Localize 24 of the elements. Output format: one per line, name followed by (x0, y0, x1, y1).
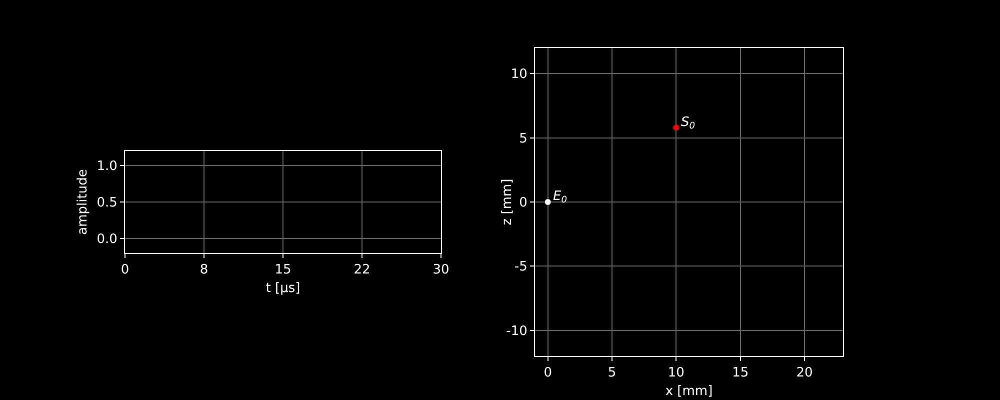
annotation: E$_{0}$ (553, 189, 568, 206)
x-tick-label: 0 (544, 366, 552, 381)
y-axis-title: z [mm] (500, 178, 515, 226)
y-tick-label: -10 (506, 324, 528, 339)
x-tick-label: 20 (796, 366, 813, 381)
y-axis-title: amplitude (76, 169, 91, 235)
x-tick-label: 15 (274, 262, 292, 278)
y-tick-label: 0.5 (96, 196, 118, 211)
y-tick-label: 0.0 (96, 232, 118, 247)
x-axis-title: t [μs] (266, 281, 300, 296)
y-tick-label: 10 (510, 67, 528, 82)
annotation: S$_{0}$ (681, 115, 696, 132)
x-axis-title: x [mm] (665, 384, 713, 400)
y-tick-label: 0 (519, 196, 528, 211)
x-tick-label: 8 (200, 262, 208, 278)
x-tick-label: 0 (120, 262, 130, 278)
x-tick-label: 5 (608, 366, 616, 381)
y-tick-label: 1.0 (96, 159, 118, 174)
x-tick-label: 15 (732, 366, 749, 381)
x-tick-label: 22 (354, 262, 370, 278)
x-tick-label: 10 (668, 366, 684, 381)
y-tick-label: 5 (519, 131, 528, 146)
y-tick-label: -5 (514, 260, 528, 275)
x-tick-label: 30 (432, 262, 450, 278)
